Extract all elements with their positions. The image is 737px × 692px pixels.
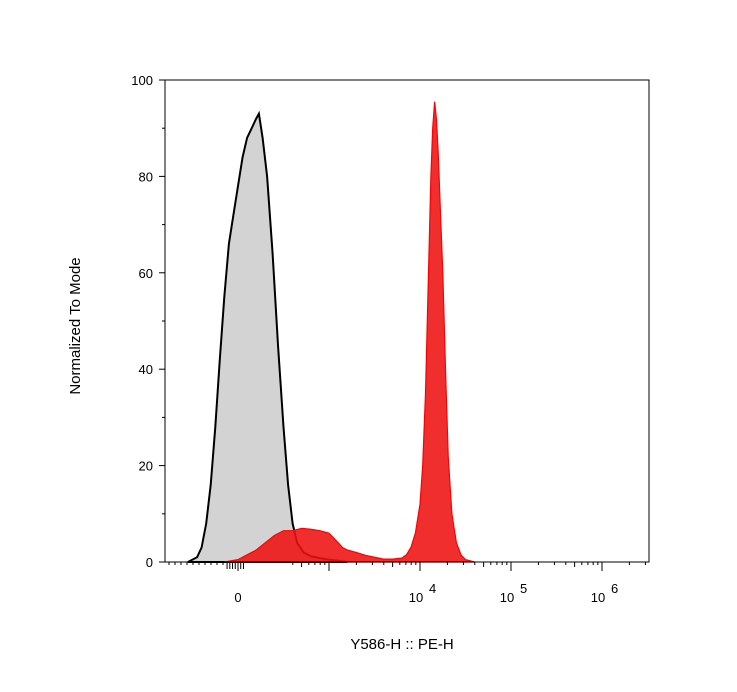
x-tick-label: 10 xyxy=(500,590,514,605)
y-tick-label: 0 xyxy=(146,555,153,570)
y-tick-label: 80 xyxy=(139,169,153,184)
y-tick-label: 60 xyxy=(139,266,153,281)
x-tick-label-exponent: 5 xyxy=(520,581,527,596)
x-axis: 0 10 4 10 5 10 6 xyxy=(168,562,646,605)
x-axis-label: Y586-H :: PE-H xyxy=(350,636,453,653)
series-layer xyxy=(187,101,475,563)
y-axis-label: Normalized To Mode xyxy=(67,257,84,394)
y-tick-label: 40 xyxy=(139,362,153,377)
x-tick-label: 10 xyxy=(591,590,605,605)
x-tick-label: 10 xyxy=(409,590,423,605)
x-tick-label-exponent: 4 xyxy=(429,581,436,596)
histogram-series-2 xyxy=(224,101,475,563)
y-tick-label: 100 xyxy=(131,73,153,88)
y-axis: 0 20 40 60 80 100 xyxy=(131,73,165,570)
x-tick-label-exponent: 6 xyxy=(611,581,618,596)
x-tick-label: 0 xyxy=(234,590,241,605)
y-tick-label: 20 xyxy=(139,459,153,474)
